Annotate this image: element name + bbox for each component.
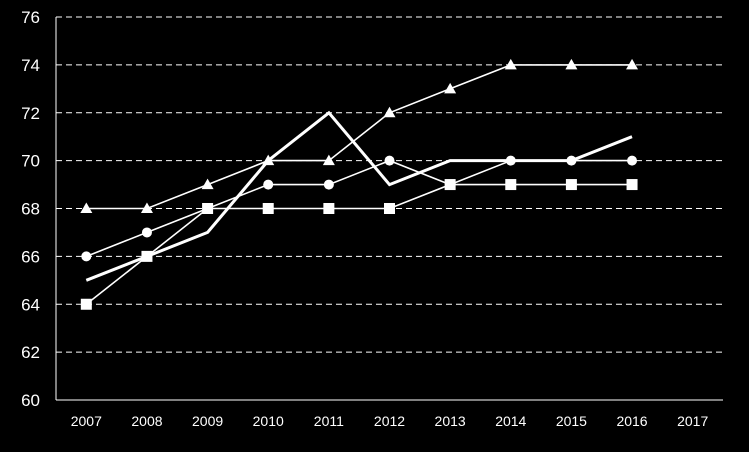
triangle-marker — [322, 154, 335, 166]
square-marker — [626, 179, 638, 191]
series-line — [85, 183, 632, 305]
circle-marker — [141, 227, 152, 238]
y-tick-label: 74 — [21, 56, 40, 75]
x-tick-label: 2015 — [556, 413, 587, 429]
series-line — [86, 64, 632, 210]
square-marker — [262, 203, 274, 214]
y-tick-label: 72 — [21, 104, 40, 123]
series-3 — [80, 179, 638, 310]
x-tick-label: 2014 — [495, 413, 526, 429]
circle-marker — [384, 155, 395, 166]
x-tick-label: 2012 — [374, 413, 405, 429]
x-tick-label: 2008 — [131, 413, 162, 429]
x-tick-label: 2007 — [71, 413, 102, 429]
circle-marker — [263, 179, 274, 190]
axes — [55, 17, 723, 401]
x-tick-label: 2013 — [435, 413, 466, 429]
triangle-marker — [80, 202, 93, 213]
x-tick-label: 2011 — [314, 413, 344, 429]
series-1 — [80, 58, 639, 213]
circle-marker — [81, 251, 92, 262]
triangle-marker — [504, 58, 517, 70]
y-tick-label: 64 — [21, 295, 40, 314]
x-tick-label: 2010 — [253, 413, 284, 429]
x-tick-label: 2009 — [192, 413, 223, 429]
series-line — [85, 110, 633, 282]
square-marker — [444, 179, 456, 191]
x-axis-ticks: 2007 2008 2009 2010 2011 2012 2013 2014 2015 2016… — [71, 413, 709, 429]
circle-marker — [627, 155, 638, 166]
triangle-marker — [626, 58, 639, 70]
square-marker — [323, 203, 335, 214]
series-4 — [85, 110, 633, 282]
y-tick-label: 62 — [21, 343, 40, 362]
x-tick-label: 2016 — [616, 413, 647, 429]
y-tick-label: 68 — [21, 200, 40, 219]
square-marker — [505, 179, 517, 191]
triangle-marker — [383, 106, 396, 118]
series-group — [80, 58, 639, 310]
y-tick-label: 70 — [21, 152, 40, 171]
y-axis-ticks: 60 62 64 66 68 70 72 74 76 — [21, 8, 40, 410]
triangle-marker — [140, 202, 153, 213]
square-marker — [80, 298, 92, 310]
triangle-marker — [201, 178, 214, 190]
square-marker — [565, 179, 577, 191]
triangle-marker — [444, 82, 457, 94]
y-tick-label: 76 — [21, 8, 40, 27]
y-tick-label: 66 — [21, 247, 40, 266]
y-tick-label: 60 — [21, 391, 40, 410]
square-marker — [384, 203, 395, 214]
x-tick-label: 2017 — [677, 413, 708, 429]
circle-marker — [323, 179, 334, 190]
square-marker — [202, 203, 214, 214]
triangle-marker — [565, 58, 578, 70]
